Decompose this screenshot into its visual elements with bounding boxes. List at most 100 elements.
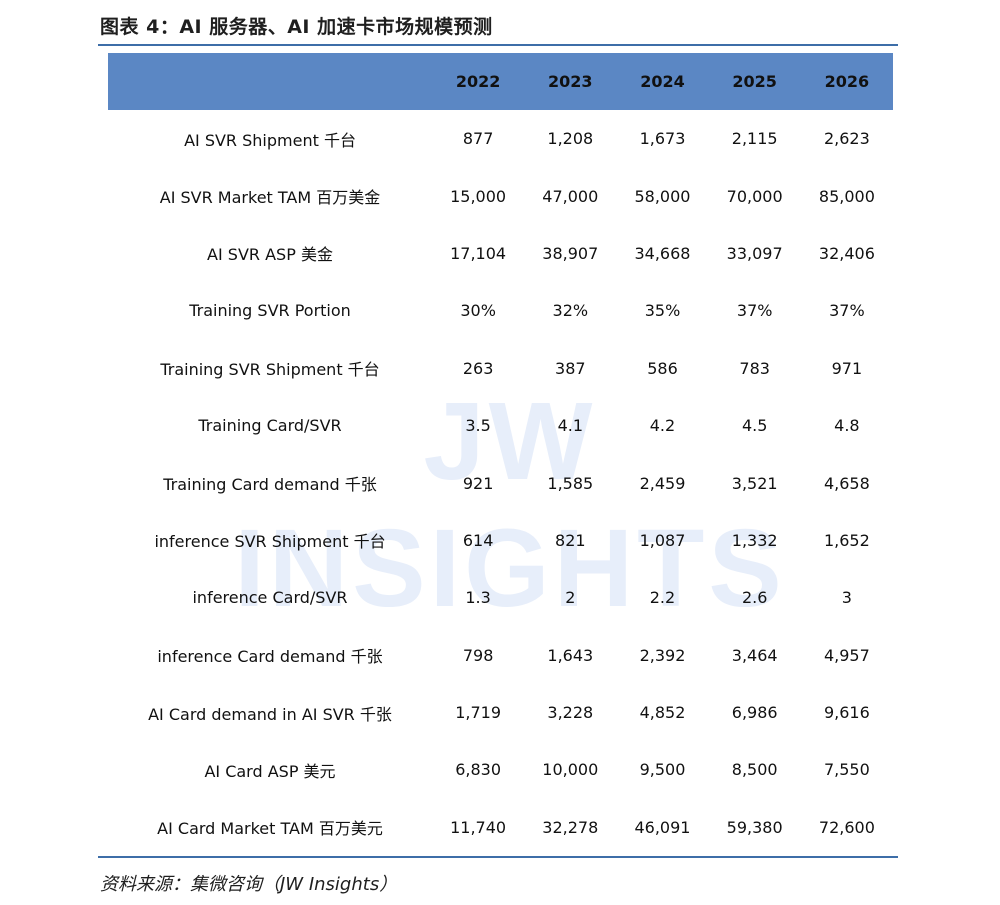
value-cell: 32,406 <box>818 243 875 263</box>
value-cell: 6,830 <box>455 760 502 780</box>
table-row: Training Card demand 千张 921 1,585 2,459 3,52… <box>108 454 893 511</box>
table-row: Training SVR Portion 30% 32% 35% 37% 37% <box>108 282 893 339</box>
bottom-rule <box>98 856 898 858</box>
value-cell: 32,278 <box>542 817 599 837</box>
header-cell <box>108 53 432 110</box>
value-cell: 2,459 <box>639 473 686 493</box>
value-cell: 15,000 <box>450 186 507 206</box>
value-cell: 1,719 <box>455 703 502 723</box>
value-cell: 1,208 <box>547 129 594 149</box>
row-label: AI SVR Market TAM 百万美金 <box>159 188 381 208</box>
header-row: 2022 2023 2024 2025 2026 <box>108 53 893 110</box>
row-label: inference Card/SVR <box>192 588 348 608</box>
value-cell: 70,000 <box>726 186 783 206</box>
value-cell: 47,000 <box>542 186 599 206</box>
value-cell: 1.3 <box>465 588 491 608</box>
table-row: Training Card/SVR 3.5 4.1 4.2 4.5 4.8 <box>108 397 893 454</box>
table-row: AI SVR Shipment 千台 877 1,208 1,673 2,115 2,62… <box>108 110 893 167</box>
value-cell: 1,585 <box>547 473 594 493</box>
value-cell: 877 <box>462 129 494 149</box>
value-cell: 30% <box>460 301 496 321</box>
source-note: 资料来源：集微咨询（JW Insights） <box>100 874 398 895</box>
value-cell: 10,000 <box>542 760 599 780</box>
header-cell: 2023 <box>548 72 593 91</box>
value-cell: 38,907 <box>542 243 599 263</box>
header-band <box>108 53 893 110</box>
value-cell: 387 <box>555 358 586 378</box>
value-cell: 4,852 <box>639 703 686 723</box>
row-label: Training Card demand 千张 <box>163 475 377 495</box>
value-cell: 1,087 <box>639 530 686 550</box>
value-cell: 821 <box>555 530 586 550</box>
row-label: Training Card/SVR <box>198 416 342 436</box>
value-cell: 921 <box>462 473 494 493</box>
value-cell: 263 <box>462 358 494 378</box>
value-cell: 33,097 <box>726 243 783 263</box>
value-cell: 1,652 <box>823 530 870 550</box>
value-cell: 4.5 <box>741 416 768 436</box>
row-label: AI Card Market TAM 百万美元 <box>157 819 383 839</box>
table-row: Training SVR Shipment 千台 263 387 586 783 971 <box>108 340 893 397</box>
value-cell: 46,091 <box>634 817 691 837</box>
value-cell: 9,616 <box>823 703 870 723</box>
value-cell: 1,643 <box>547 645 594 665</box>
table-row: inference Card demand 千张 798 1,643 2,392 3,4… <box>108 627 893 684</box>
value-cell: 3,464 <box>731 645 778 665</box>
row-label: inference Card demand 千张 <box>157 647 383 667</box>
header-cell: 2025 <box>732 72 777 91</box>
value-cell: 72,600 <box>818 817 875 837</box>
header-cell: 2022 <box>455 72 501 91</box>
value-cell: 971 <box>831 358 863 378</box>
value-cell: 4,957 <box>823 645 870 665</box>
value-cell: 2 <box>565 588 576 608</box>
table-row: inference Card/SVR 1.3 2 2.2 2.6 3 <box>108 569 893 626</box>
table-row: AI SVR ASP 美金 17,104 38,907 34,668 33,097 32,… <box>108 225 893 282</box>
value-cell: 6,986 <box>731 703 778 723</box>
value-cell: 3,521 <box>731 473 778 493</box>
value-cell: 35% <box>644 301 681 321</box>
value-cell: 2,623 <box>823 129 870 149</box>
row-label: AI SVR Shipment 千台 <box>184 130 356 150</box>
value-cell: 1,332 <box>731 530 778 550</box>
value-cell: 614 <box>462 530 494 550</box>
value-cell: 85,000 <box>818 186 875 206</box>
table-row: AI Card ASP 美元 6,830 10,000 9,500 8,500 7,550 <box>108 741 893 798</box>
value-cell: 3.5 <box>465 416 491 436</box>
value-cell: 2,115 <box>731 129 778 149</box>
value-cell: 4.1 <box>557 416 584 436</box>
value-cell: 8,500 <box>731 760 778 780</box>
table-row: AI Card Market TAM 百万美元 11,740 32,278 46,09… <box>108 799 893 856</box>
value-cell: 2,392 <box>639 645 686 665</box>
value-cell: 2.6 <box>741 588 768 608</box>
value-cell: 59,380 <box>726 817 783 837</box>
value-cell: 3,228 <box>547 703 594 723</box>
value-cell: 9,500 <box>639 760 686 780</box>
row-label: AI Card ASP 美元 <box>204 761 336 781</box>
value-cell: 4.2 <box>649 416 676 436</box>
value-cell: 798 <box>462 645 494 665</box>
top-rule <box>98 44 898 46</box>
header-cell: 2026 <box>824 72 870 91</box>
value-cell: 4.8 <box>834 416 860 436</box>
value-cell: 4,658 <box>823 473 870 493</box>
table-row: inference SVR Shipment 千台 614 821 1,087 1,33… <box>108 512 893 569</box>
header-cell: 2024 <box>640 72 685 91</box>
value-cell: 37% <box>736 301 773 321</box>
value-cell: 17,104 <box>450 243 507 263</box>
row-label: Training SVR Shipment 千台 <box>160 360 380 380</box>
table-row: AI SVR Market TAM 百万美金 15,000 47,000 58,000… <box>108 167 893 224</box>
value-cell: 783 <box>739 358 770 378</box>
value-cell: 3 <box>841 588 852 608</box>
value-cell: 34,668 <box>634 243 691 263</box>
figure-title: 图表 4：AI 服务器、AI 加速卡市场规模预测 <box>100 16 493 38</box>
value-cell: 32% <box>552 301 589 321</box>
value-cell: 1,673 <box>639 129 686 149</box>
row-label: AI SVR ASP 美金 <box>207 245 333 265</box>
forecast-table: 2022 2023 2024 2025 2026 AI SVR Shipment… <box>108 53 893 856</box>
value-cell: 58,000 <box>634 186 691 206</box>
row-label: Training SVR Portion <box>189 301 351 321</box>
value-cell: 2.2 <box>649 588 676 608</box>
row-label: inference SVR Shipment 千台 <box>154 532 386 552</box>
row-label: AI Card demand in AI SVR 千张 <box>148 704 392 724</box>
value-cell: 37% <box>829 301 865 321</box>
